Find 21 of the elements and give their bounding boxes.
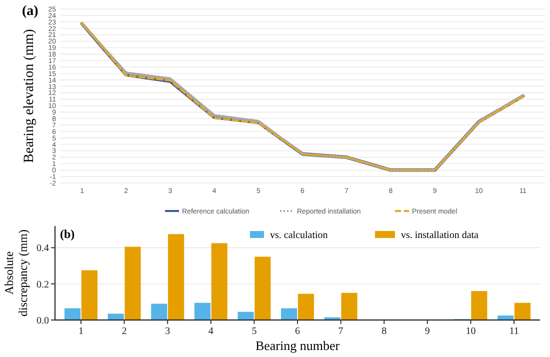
x-tick-label: 3 xyxy=(165,326,170,337)
x-tick-label: 11 xyxy=(509,326,519,337)
x-tick-label: 7 xyxy=(338,326,344,337)
y-axis-title: Absolute discrepancy (mm) xyxy=(2,230,30,316)
y-tick-label: 0.2 xyxy=(36,279,49,290)
x-tick-label: 5 xyxy=(252,326,257,337)
y-axis-title: Bearing elevation (mm) xyxy=(22,28,37,163)
y-tick-label: 0.0 xyxy=(36,316,49,326)
x-tick-label: 9 xyxy=(424,326,430,337)
legend-label: vs. calculation xyxy=(270,230,328,241)
y-tick-label: 0.4 xyxy=(36,243,49,254)
legend-label: vs. installation data xyxy=(401,230,480,241)
x-tick-label: 6 xyxy=(295,326,300,337)
x-axis-title: Bearing number xyxy=(255,338,340,353)
x-tick-label: 8 xyxy=(382,326,387,337)
chart-title: (b) xyxy=(60,227,75,241)
x-tick-label: 1 xyxy=(78,326,84,337)
chart-title: (a) xyxy=(22,4,39,19)
x-tick-label: 10 xyxy=(466,326,476,337)
x-tick-label: 2 xyxy=(122,326,127,337)
x-tick-label: 4 xyxy=(208,326,214,337)
